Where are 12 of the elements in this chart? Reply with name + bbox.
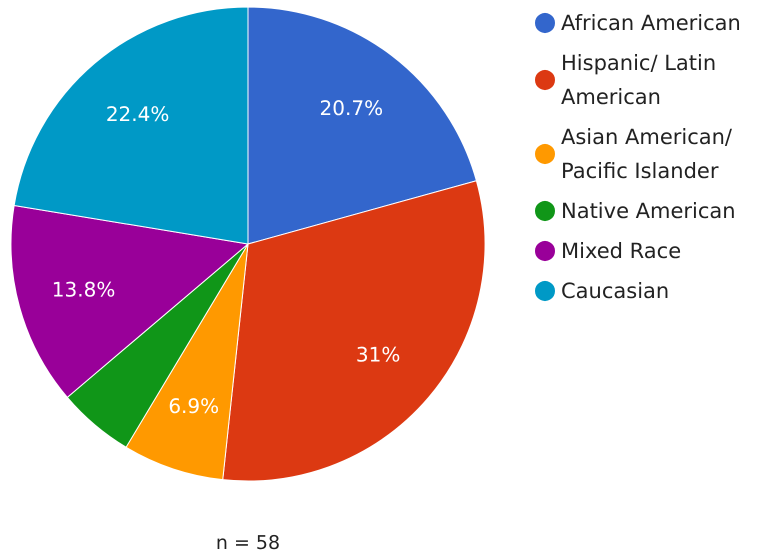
data-label: 13.8% <box>52 278 116 302</box>
legend-label: Native American <box>561 199 736 223</box>
legend-label: Asian American/ Pacific Islander <box>561 125 739 183</box>
legend-label: Caucasian <box>561 279 670 303</box>
legend-label: African American <box>561 11 741 35</box>
data-label: 31% <box>356 342 400 366</box>
legend-label: Hispanic/ Latin American <box>561 51 723 109</box>
data-label: 22.4% <box>106 102 170 126</box>
data-label: 6.9% <box>168 394 220 418</box>
text: n = 58 <box>216 532 280 554</box>
legend-label: Mixed Race <box>561 239 682 263</box>
data-label: 20.7% <box>320 96 384 120</box>
